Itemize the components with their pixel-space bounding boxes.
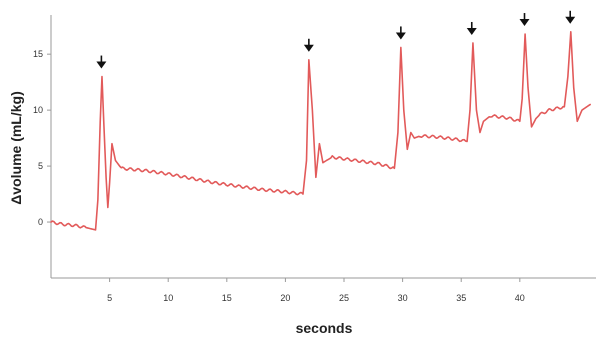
series-line: [50, 30, 591, 231]
x-tick-label: 20: [280, 293, 290, 303]
y-axis-title: Δvolume (mL/kg): [8, 91, 24, 205]
arrow-down-icon: [565, 10, 576, 24]
x-tick-label: 40: [515, 293, 525, 303]
y-tick-label: 5: [38, 161, 43, 171]
y-tick-label: 15: [33, 49, 43, 59]
x-tick-label: 30: [398, 293, 408, 303]
y-tick-label: 10: [33, 105, 43, 115]
marker-layer: [96, 10, 576, 69]
x-tick-label: 15: [222, 293, 232, 303]
x-tick-label: 25: [339, 293, 349, 303]
axes: [50, 15, 596, 279]
arrow-down-icon: [395, 26, 406, 40]
x-tick-label: 35: [456, 293, 466, 303]
arrow-down-icon: [466, 21, 477, 35]
x-ticks: 5 10 15 20 25 30 35 40: [107, 278, 525, 303]
arrow-down-icon: [519, 13, 530, 27]
series-layer: [50, 30, 591, 231]
arrow-down-icon: [96, 55, 107, 69]
x-axis-title: seconds: [296, 320, 353, 336]
x-tick-label: 10: [163, 293, 173, 303]
x-tick-label: 5: [107, 293, 112, 303]
arrow-down-icon: [303, 38, 314, 52]
y-tick-label: 0: [38, 217, 43, 227]
